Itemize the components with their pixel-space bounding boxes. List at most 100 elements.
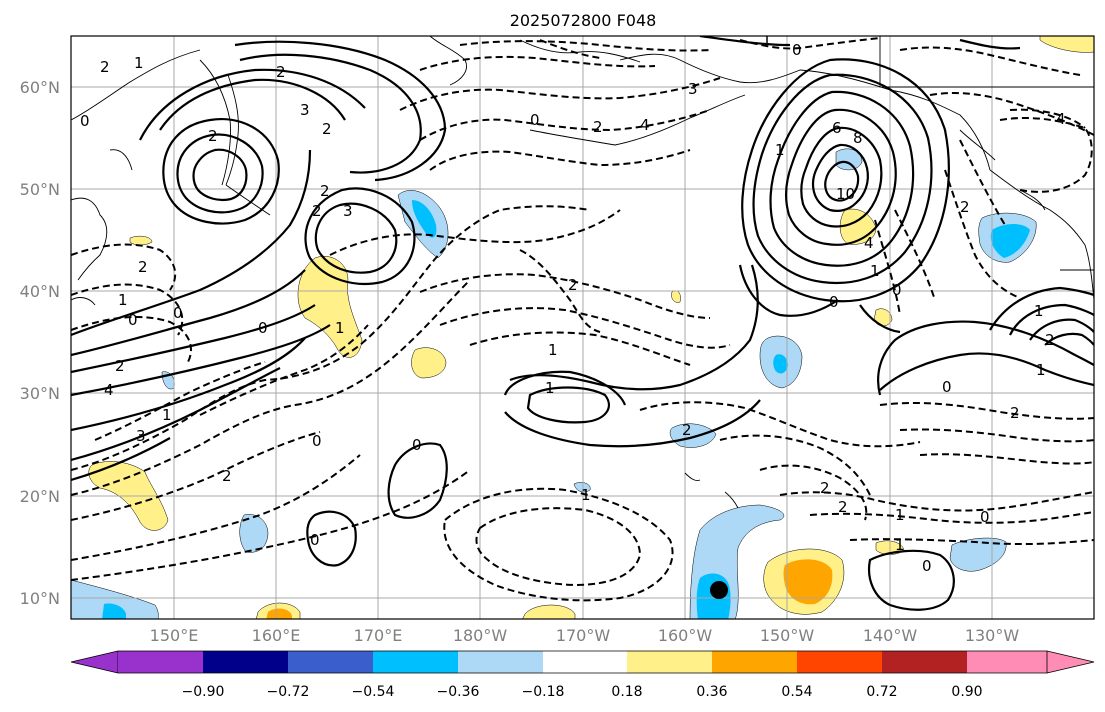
colorbar-tick-label: 0.18 — [611, 684, 642, 700]
anomaly-yellow-43n-151e — [129, 235, 153, 246]
coastlines — [71, 36, 1094, 509]
colorbar-segment — [797, 651, 882, 673]
coast-kamchatka — [225, 74, 239, 186]
anomaly-deepblue-9n-147e — [102, 603, 126, 619]
anomaly-deepblue-45n-131w — [990, 224, 1030, 258]
contour-label: 1 — [775, 141, 785, 159]
contour-label: 2 — [568, 276, 578, 294]
contour-label: 4 — [104, 381, 114, 399]
colorbar-segment — [882, 651, 967, 673]
lon-label: 180°W — [453, 626, 508, 645]
contour-label: 1 — [895, 506, 905, 524]
contour-label: 2 — [222, 467, 232, 485]
contour-label: 1 — [581, 486, 591, 504]
lon-label: 140°W — [863, 626, 918, 645]
location-marker — [710, 581, 728, 599]
contour-label: 1 — [1034, 302, 1044, 320]
contour-label: 1 — [335, 319, 345, 337]
colorbar-tick-label: −0.18 — [522, 684, 565, 700]
anomaly-blue-52n-145w — [835, 148, 863, 171]
contour-label: 0 — [792, 41, 802, 59]
contour-label: 2 — [682, 421, 692, 439]
contour-label: 0 — [412, 436, 422, 454]
colorbar: −0.90 −0.72 −0.54 −0.36 −0.18 0.18 0.36 … — [70, 650, 1095, 700]
colorbar-segment — [543, 651, 627, 673]
lon-label: 160°W — [658, 626, 713, 645]
contour-label: 4 — [1056, 110, 1066, 128]
colorbar-tick-label: 0.54 — [781, 684, 812, 700]
anomaly-blue-26n-160w — [669, 423, 717, 448]
contour-label: 0 — [173, 304, 183, 322]
contour-label: 3 — [136, 427, 146, 445]
colorbar-tick-label: −0.72 — [267, 684, 310, 700]
contour-label: 1 — [1036, 361, 1046, 379]
contour-label: 2 — [593, 118, 603, 136]
lon-label: 170°E — [354, 626, 403, 645]
contour-label: 1 — [134, 54, 144, 72]
lat-label: 20°N — [20, 487, 60, 506]
contour-label: 3 — [300, 101, 310, 119]
anomaly-blue-9n-148e — [71, 579, 159, 619]
coast-aleutians — [529, 94, 746, 146]
negative-contours — [71, 37, 1094, 602]
contour-label: 0 — [980, 508, 990, 526]
contour-label: 2 — [820, 479, 830, 497]
lon-label: 150°W — [760, 626, 815, 645]
contour-label: 3 — [343, 202, 353, 220]
lat-label: 40°N — [20, 282, 60, 301]
coast-alaska — [619, 53, 991, 171]
contour-label: 3 — [688, 80, 698, 98]
graticule — [71, 36, 1094, 619]
lon-label: 170°W — [556, 626, 611, 645]
lon-label: 150°E — [150, 626, 199, 645]
contour-label: 2 — [322, 120, 332, 138]
contour-label: 0 — [312, 432, 322, 450]
contour-label: 1 — [870, 262, 880, 280]
colorbar-tick-label: −0.36 — [437, 684, 480, 700]
colorbar-segment — [288, 651, 373, 673]
contour-label: 2 — [208, 127, 218, 145]
lat-label: 10°N — [20, 589, 60, 608]
colorbar-segment — [373, 651, 458, 673]
contour-label: 0 — [310, 531, 320, 549]
contour-label: 2 — [1045, 331, 1055, 349]
contour-label: 1 — [545, 379, 555, 397]
coast-kurils — [225, 184, 271, 216]
contour-label: 2 — [138, 258, 148, 276]
anomaly-deepblue-45n-178w — [412, 200, 437, 238]
map-frame — [70, 35, 1095, 620]
contour-label: 2 — [115, 357, 125, 375]
contour-label: 6 — [832, 119, 842, 137]
coast-hawaii — [684, 472, 739, 509]
anomaly-yellow-64n-128w — [1039, 36, 1094, 53]
anomaly-orange-12n-150w — [783, 559, 833, 605]
colorbar-segment — [627, 651, 712, 673]
colorbar-segment — [967, 651, 1047, 673]
longitude-labels: 150°E 160°E 170°E 180°W 170°W 160°W 150°… — [150, 626, 1020, 645]
colorbar-segment — [203, 651, 288, 673]
contour-label: 1 — [118, 291, 128, 309]
contour-label: 2 — [1010, 404, 1020, 422]
contour-label: 1 — [895, 536, 905, 554]
contour-label: 0 — [80, 112, 90, 130]
colorbar-tick-label: −0.54 — [352, 684, 395, 700]
coast-alaska-box — [879, 36, 1094, 88]
contour-label: 2 — [276, 63, 286, 81]
contour-label: 0 — [922, 557, 932, 575]
contour-label: 1 — [548, 341, 558, 359]
map-title: 2025072800 F048 — [510, 11, 657, 30]
colorbar-tick-label: 0.36 — [696, 684, 727, 700]
contour-label: 0 — [892, 281, 902, 299]
colorbar-segment — [458, 651, 543, 673]
colorbar-tick-label: 0.72 — [866, 684, 897, 700]
contour-label: 0 — [128, 311, 138, 329]
lon-label: 130°W — [965, 626, 1020, 645]
contour-label: 2 — [320, 182, 330, 200]
lat-label: 30°N — [20, 384, 60, 403]
contour-label: 2 — [100, 58, 110, 76]
contour-label: 2 — [312, 202, 322, 220]
colorbar-extend-low — [70, 650, 119, 674]
anomaly-deepblue-32n-152w — [773, 354, 788, 374]
colorbar-segment — [712, 651, 797, 673]
lon-label: 160°E — [252, 626, 301, 645]
